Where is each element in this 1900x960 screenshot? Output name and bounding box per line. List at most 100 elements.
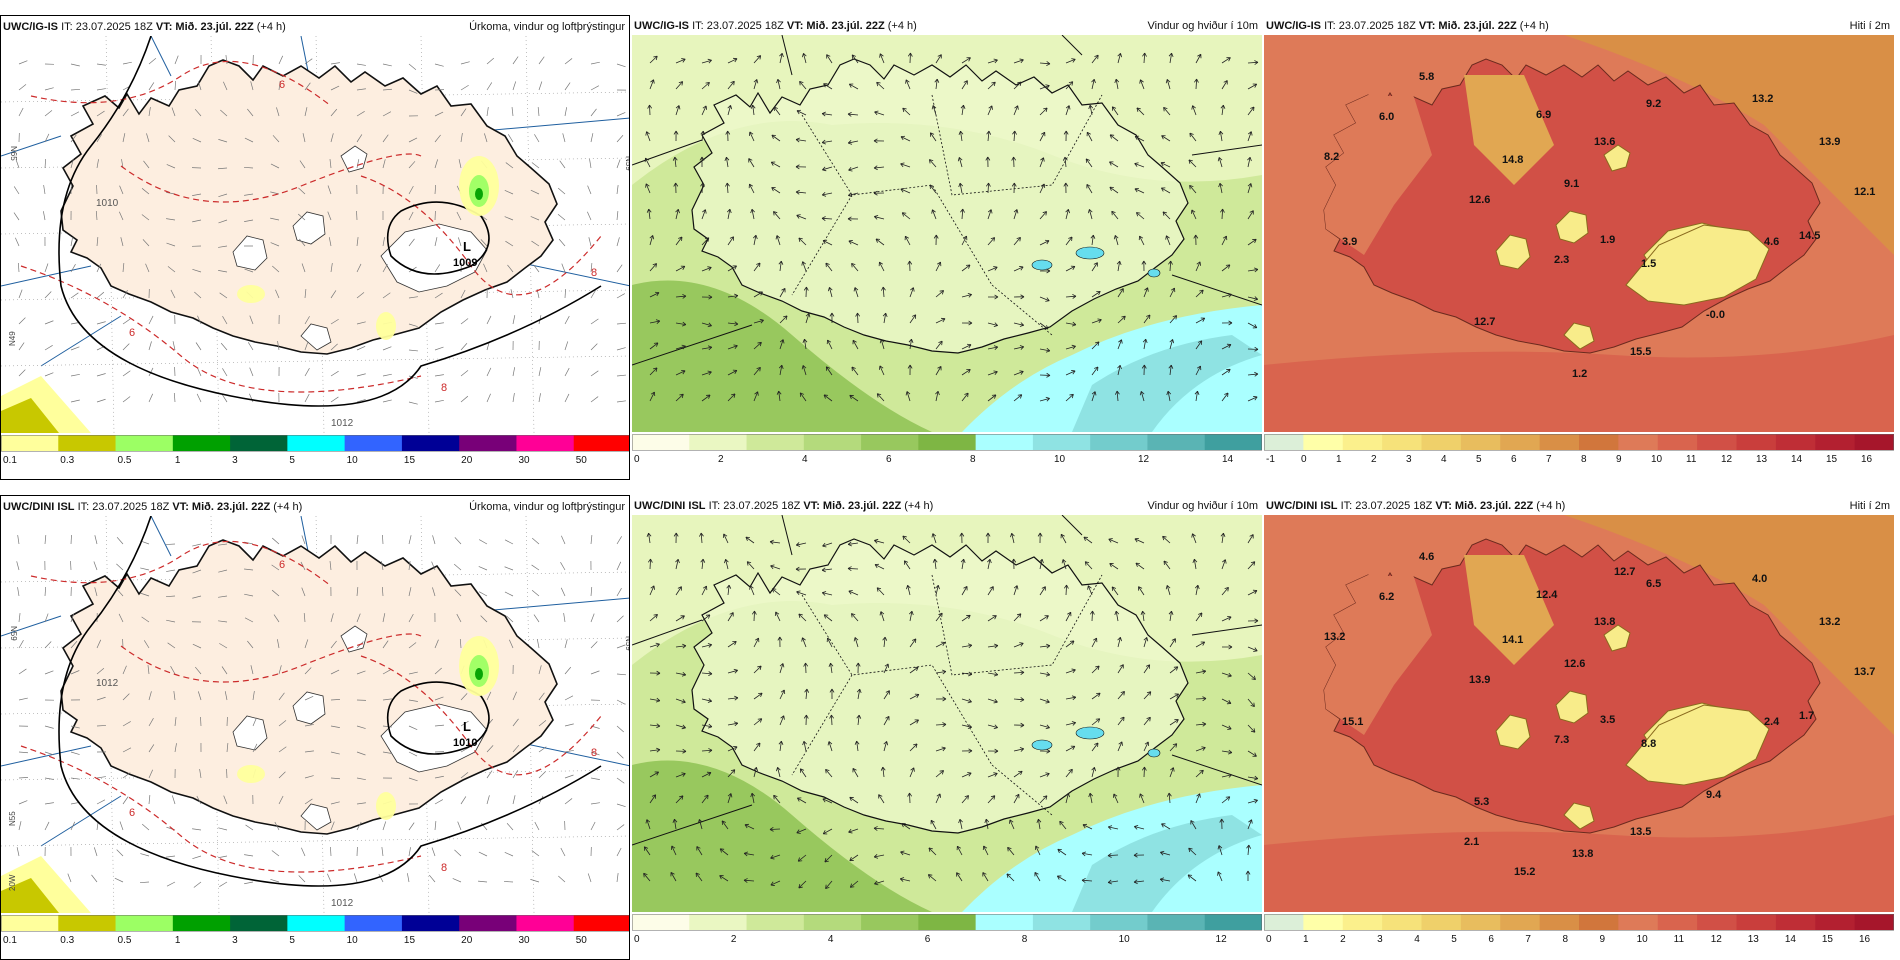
legend-swatch <box>1579 914 1619 930</box>
wind-arrow <box>770 829 780 830</box>
map-wind[interactable] <box>632 515 1262 912</box>
wind-arrow <box>909 793 910 803</box>
temperature-value: 4.0 <box>1752 573 1767 585</box>
temperature-value: 3.5 <box>1600 714 1615 726</box>
legend-tick-label: 5 <box>289 935 295 945</box>
legend-tick-label: 0 <box>634 934 640 944</box>
init-time: IT: 23.07.2025 18Z <box>78 501 170 513</box>
legend-swatch <box>1658 914 1698 930</box>
legend-tick-label: 20 <box>461 935 473 945</box>
temperature-value: 1.7 <box>1799 710 1814 722</box>
legend-swatch <box>459 435 517 451</box>
legend-swatch <box>861 914 919 930</box>
temperature-value: 12.6 <box>1564 658 1585 670</box>
temperature-value: 15.5 <box>1630 346 1651 358</box>
legend-swatch <box>230 915 288 931</box>
panel-title: UWC/IG-IS IT: 23.07.2025 18Z VT: Mið. 23… <box>3 19 625 35</box>
legend-tick-label: 3 <box>232 455 238 465</box>
temperature-value: 6.5 <box>1646 578 1661 590</box>
wind-arrow <box>1144 767 1145 777</box>
temperature-value: 2.1 <box>1464 836 1479 848</box>
panel-title: UWC/IG-IS IT: 23.07.2025 18Z VT: Mið. 23… <box>1266 18 1890 34</box>
legend-swatch <box>574 435 630 451</box>
temp-contour-label: 6 <box>279 559 285 571</box>
legend-swatch <box>516 435 574 451</box>
legend-tick-label: 12 <box>1216 934 1228 944</box>
legend-swatch <box>1579 434 1619 450</box>
legend-swatch <box>1205 914 1262 930</box>
valid-time: Mið. 23.júl. 22Z <box>806 20 884 32</box>
map-wind[interactable] <box>632 35 1262 432</box>
init-time: IT: 23.07.2025 18Z <box>1324 20 1416 32</box>
model-name: UWC/DINI ISL <box>634 500 706 512</box>
legend-swatch <box>632 434 690 450</box>
temperature-value: 12.4 <box>1536 589 1558 601</box>
temperature-value: 6.0 <box>1379 111 1394 123</box>
product-name: Hiti í 2m <box>1850 18 1890 34</box>
wind-arrow <box>848 568 858 569</box>
legend-tick-label: 5 <box>1451 934 1457 944</box>
legend-tick-label: 0.1 <box>3 455 17 465</box>
legend-swatch <box>58 435 116 451</box>
legend-tick-label: 15 <box>404 455 416 465</box>
legend-tick-label: 6 <box>1511 454 1517 464</box>
legend-tick-label: 16 <box>1859 934 1871 944</box>
legend-tick-label: 30 <box>518 455 530 465</box>
legend-tick-label: 6 <box>925 934 931 944</box>
legend-swatch <box>1737 914 1777 930</box>
legend-swatch <box>116 435 174 451</box>
legend-swatch <box>1205 434 1262 450</box>
temperature-value: 5.8 <box>1419 71 1434 83</box>
legend-swatch <box>1422 434 1462 450</box>
map-svg <box>632 515 1262 912</box>
legend-swatch <box>1033 434 1091 450</box>
temperature-value: 13.2 <box>1819 616 1840 628</box>
temperature-value: 12.1 <box>1854 186 1875 198</box>
pressure-low-symbol: L <box>463 239 471 254</box>
legend-tick-label: 0 <box>1266 934 1272 944</box>
temperature-value: 9.1 <box>1564 178 1579 190</box>
model-name: UWC/DINI ISL <box>1266 500 1338 512</box>
legend-swatch <box>1697 914 1737 930</box>
legend-swatch <box>1855 914 1894 930</box>
lead-time: (+4 h) <box>888 20 917 32</box>
legend-tick-label: 0.3 <box>60 935 74 945</box>
legend-tick-label: 3 <box>1377 934 1383 944</box>
lead-time: (+4 h) <box>273 501 302 513</box>
temperature-value: 12.7 <box>1474 316 1495 328</box>
legend-tick-label: 14 <box>1785 934 1797 944</box>
temperature-value: 15.2 <box>1514 866 1535 878</box>
legend-tick-label: 10 <box>347 455 359 465</box>
legend-swatch <box>1343 434 1383 450</box>
product-name: Vindur og hviður í 10m <box>1148 18 1258 34</box>
legend-tick-label: 4 <box>1414 934 1420 944</box>
temperature-value: 9.2 <box>1646 98 1661 110</box>
lake <box>1032 740 1052 750</box>
legend-swatch <box>1776 434 1816 450</box>
valid-time: Mið. 23.júl. 22Z <box>1438 20 1516 32</box>
temp-contour-label: 8 <box>441 862 447 874</box>
init-time: IT: 23.07.2025 18Z <box>1341 500 1433 512</box>
legend-tick-label: 12 <box>1721 454 1733 464</box>
temperature-value: 15.1 <box>1342 716 1363 728</box>
legend-tick-label: 7 <box>1546 454 1552 464</box>
panel-dini-wind: UWC/DINI ISL IT: 23.07.2025 18Z VT: Mið.… <box>632 495 1262 960</box>
legend-swatch <box>345 915 403 931</box>
legend-swatch <box>116 915 174 931</box>
temperature-value: 12.7 <box>1614 566 1635 578</box>
panel-title: UWC/DINI ISL IT: 23.07.2025 18Z VT: Mið.… <box>634 498 1258 514</box>
legend-tick-label: 5 <box>1476 454 1482 464</box>
legend-swatch <box>747 434 805 450</box>
legend-tick-label: 3 <box>1406 454 1412 464</box>
legend-tick-label: 2 <box>1340 934 1346 944</box>
grid-coordinate-label: N59 <box>624 636 630 651</box>
valid-time: Mið. 23.júl. 22Z <box>192 501 270 513</box>
